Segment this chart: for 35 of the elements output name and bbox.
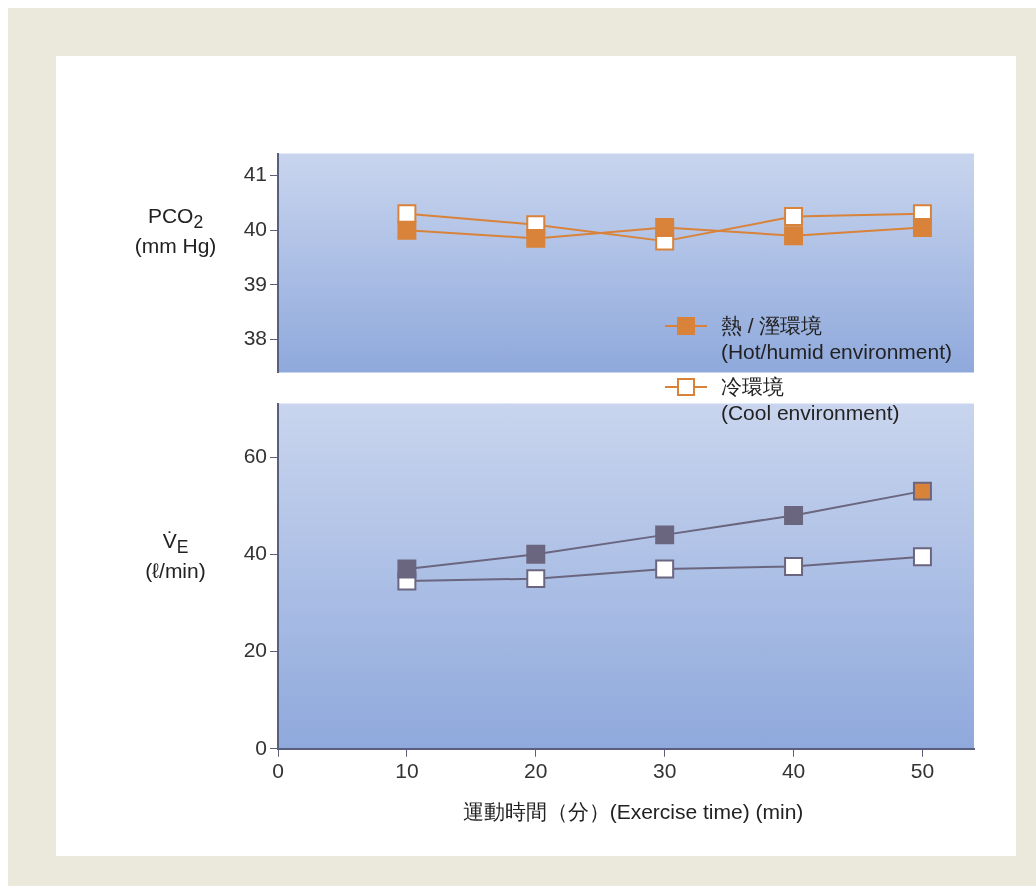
x-tick-label: 30 [652, 759, 677, 783]
point [784, 505, 804, 525]
y-axis-title: V̇$_{E}$ (ℓ/min) [145, 529, 206, 583]
point [526, 228, 546, 248]
y-tick-label: 39 [243, 271, 267, 295]
y-tick-label: 0 [255, 735, 267, 759]
point [397, 204, 417, 224]
point [655, 559, 675, 579]
y-axis-title: PCO$_{2}$ (mm Hg) [134, 204, 217, 258]
point [526, 569, 546, 589]
point [784, 556, 804, 576]
y-tick-label: 40 [243, 541, 267, 565]
point [912, 481, 932, 501]
y-tick-label: 40 [243, 216, 267, 240]
x-tick-label: 40 [781, 759, 806, 783]
x-tick-label: 20 [524, 759, 548, 783]
point [526, 544, 546, 564]
x-axis-title: 運動時間（分）(Exercise time) (min) [461, 799, 805, 825]
y-tick-label: 38 [243, 326, 267, 350]
y-tick-label: 41 [243, 162, 267, 186]
legend-label: 熱 / 溼環境 (Hot/humid environment) [720, 313, 952, 366]
point [655, 217, 675, 237]
legend-label: 冷環境 (Cool environment) [720, 373, 900, 426]
point [912, 547, 932, 567]
x-tick-label: 50 [910, 759, 935, 783]
point [397, 220, 417, 240]
point [784, 226, 804, 246]
y-tick-label: 20 [243, 638, 267, 662]
point [912, 217, 932, 237]
x-tick-label: 10 [395, 759, 419, 783]
x-tick-label: 0 [272, 759, 284, 783]
point [784, 207, 804, 226]
point [397, 559, 417, 579]
y-tick-label: 60 [243, 443, 267, 467]
point [655, 525, 675, 545]
